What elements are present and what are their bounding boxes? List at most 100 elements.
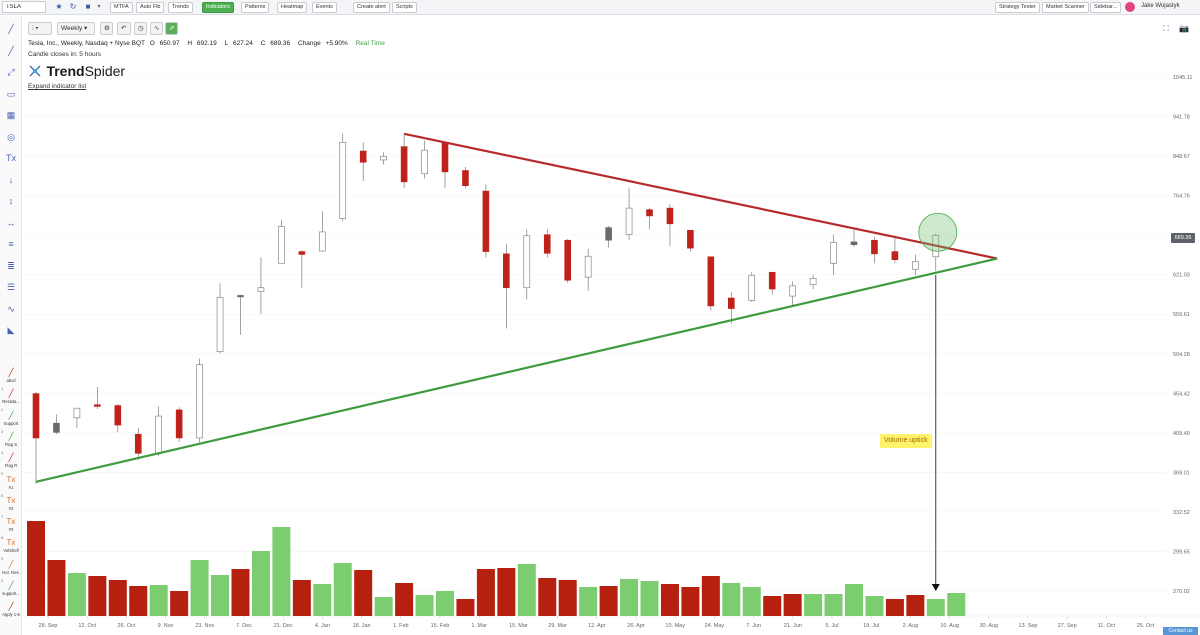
preset-number: 8 bbox=[1, 535, 4, 541]
gann-tool-icon[interactable]: ☰ bbox=[6, 282, 16, 292]
volume-bar bbox=[783, 594, 802, 616]
preset-support--icon[interactable]: ╱ bbox=[8, 581, 14, 590]
volume-bar bbox=[272, 527, 291, 616]
spider-logo-icon bbox=[29, 65, 41, 77]
fib-tool-icon[interactable]: ≡ bbox=[8, 239, 14, 249]
measure-tool-icon[interactable]: ◣ bbox=[7, 325, 15, 335]
indicators-button[interactable]: Indicators bbox=[202, 2, 234, 13]
fullscreen-icon[interactable]: ⛶ bbox=[1163, 24, 1169, 33]
volume-bar bbox=[436, 591, 454, 616]
date-tick-label: 30. Aug bbox=[979, 623, 998, 629]
arrow-down-tool-icon[interactable]: ↓ bbox=[8, 174, 14, 185]
camera-icon[interactable]: 📷 bbox=[1179, 24, 1189, 33]
chart-type-selector[interactable]: ⫶ ▾ bbox=[28, 22, 52, 35]
volume-bar bbox=[885, 599, 904, 616]
symbol-input[interactable] bbox=[2, 1, 46, 13]
preset-number: 1 bbox=[1, 386, 4, 391]
heatmap-button[interactable]: Heatmap bbox=[277, 2, 308, 13]
expand-indicator-list-link[interactable]: Expand indicator list bbox=[28, 83, 87, 90]
preset-number: 7 bbox=[1, 513, 4, 519]
preset-abcd-icon[interactable]: ╱ bbox=[8, 368, 14, 377]
candle-body bbox=[666, 207, 674, 225]
fib-extension-tool-icon[interactable]: ≣ bbox=[7, 260, 15, 271]
date-tick-label: 28. Sep bbox=[39, 623, 58, 629]
interval-label: Weekly bbox=[61, 25, 83, 32]
date-tick-label: 1. Mar bbox=[471, 623, 487, 629]
preset-support-icon[interactable]: ╱ bbox=[8, 410, 14, 420]
channel-tool-icon[interactable]: ⤢ bbox=[7, 67, 15, 77]
avatar[interactable] bbox=[1125, 2, 1135, 12]
fill-tool-icon[interactable]: ▦ bbox=[6, 110, 16, 120]
events-button[interactable]: Events bbox=[312, 2, 337, 13]
preset-volshelf-icon[interactable]: Tx bbox=[6, 538, 16, 548]
candle-body bbox=[830, 242, 837, 264]
preset-label: Flag S bbox=[4, 441, 18, 447]
mtfa-button[interactable]: MTFA bbox=[110, 2, 133, 13]
preset--3-icon[interactable]: Tx bbox=[6, 517, 16, 527]
candle-body bbox=[871, 239, 878, 255]
compare-icon[interactable]: ∿ bbox=[150, 22, 163, 35]
preset-resista--icon[interactable]: ╱ bbox=[8, 389, 14, 399]
candle-body bbox=[768, 271, 776, 290]
rectangle-tool-icon[interactable]: ▭ bbox=[6, 88, 16, 99]
volume-bar bbox=[27, 521, 45, 616]
preset-apply-1-6-icon[interactable]: ╱ bbox=[8, 602, 14, 612]
ray-tool-icon[interactable]: ╱ bbox=[8, 45, 14, 56]
trends-button[interactable]: Trends bbox=[168, 2, 193, 13]
candle-body bbox=[380, 156, 387, 161]
preset-label: support... bbox=[2, 591, 20, 596]
volume-bar bbox=[456, 599, 475, 616]
text-tool-icon[interactable]: Tx bbox=[6, 153, 16, 163]
volume-bar bbox=[742, 587, 761, 616]
market-scanner-button[interactable]: Market Scanner bbox=[1042, 2, 1089, 13]
user-name[interactable]: Jake Wujastyk bbox=[1141, 3, 1180, 9]
undo-icon[interactable]: ↶ bbox=[117, 22, 131, 35]
circle-tool-icon[interactable]: ◎ bbox=[7, 131, 15, 142]
vertical-line-tool-icon[interactable]: ↕ bbox=[8, 196, 14, 206]
trendspider-logo: TrendSpider bbox=[28, 62, 125, 79]
scripts-button[interactable]: Scripts bbox=[392, 2, 417, 13]
refresh-icon[interactable]: ↻ bbox=[69, 2, 77, 11]
price-tick-label: 299.65 bbox=[1173, 549, 1190, 555]
contact-us-button[interactable]: Contact us bbox=[1163, 627, 1198, 635]
resistance-trendline bbox=[403, 132, 998, 260]
volume-bar bbox=[640, 581, 659, 616]
candle-closes-text: Candle closes in: 5 hours bbox=[28, 51, 101, 58]
clock-icon[interactable]: ◷ bbox=[134, 22, 147, 35]
preset-hor-res--icon[interactable]: ╱ bbox=[8, 559, 14, 569]
realtime-badge: Real Time bbox=[355, 40, 385, 47]
horizontal-line-tool-icon[interactable]: ↔ bbox=[6, 217, 16, 228]
preset--2-icon[interactable]: Tx bbox=[6, 495, 16, 505]
preset-number: 0 bbox=[1, 577, 4, 583]
auto-trend-icon[interactable]: ⇗ bbox=[165, 22, 178, 35]
price-tick-label: 454.42 bbox=[1173, 391, 1190, 397]
color-square-icon[interactable]: ■ bbox=[85, 2, 91, 11]
create-alert-button[interactable]: Create alert bbox=[353, 2, 390, 13]
volume-bar bbox=[845, 584, 863, 616]
auto-fib-button[interactable]: Auto Fib bbox=[136, 2, 165, 13]
price-tick-label: 270.02 bbox=[1173, 589, 1190, 595]
star-icon[interactable]: ★ bbox=[55, 2, 63, 11]
candle-body bbox=[278, 226, 285, 264]
preset-flag-r-icon[interactable]: ╱ bbox=[8, 453, 14, 463]
candle-body bbox=[94, 404, 101, 407]
line-tool-icon[interactable]: ╱ bbox=[8, 24, 14, 34]
volume-bar bbox=[947, 593, 966, 616]
wave-tool-icon[interactable]: ∿ bbox=[7, 303, 15, 314]
patterns-button[interactable]: Patterns bbox=[241, 2, 270, 13]
preset-number: 3 bbox=[1, 428, 4, 434]
preset--1-icon[interactable]: Tx bbox=[6, 474, 16, 484]
chevron-down-icon[interactable]: ▾ bbox=[97, 4, 101, 10]
candle-body bbox=[727, 297, 735, 309]
price-chart[interactable]: 1045.11 941.78 848.67 764.76 621.03 559.61 504… bbox=[22, 16, 1200, 635]
low-value: L 627.24 bbox=[224, 40, 253, 47]
sidebar-button[interactable]: Sidebar... bbox=[1090, 2, 1122, 13]
interval-selector[interactable]: Weekly ▾ bbox=[57, 22, 95, 35]
volume-bar bbox=[865, 596, 884, 616]
settings-icon[interactable]: ⚙ bbox=[100, 22, 113, 35]
price-tick-label: 764.76 bbox=[1173, 194, 1190, 200]
strategy-tester-button[interactable]: Strategy Tester bbox=[995, 2, 1040, 13]
date-tick-label: 10. May bbox=[665, 623, 685, 629]
candle-body bbox=[809, 278, 817, 285]
preset-flag-s-icon[interactable]: ╱ bbox=[8, 431, 14, 441]
